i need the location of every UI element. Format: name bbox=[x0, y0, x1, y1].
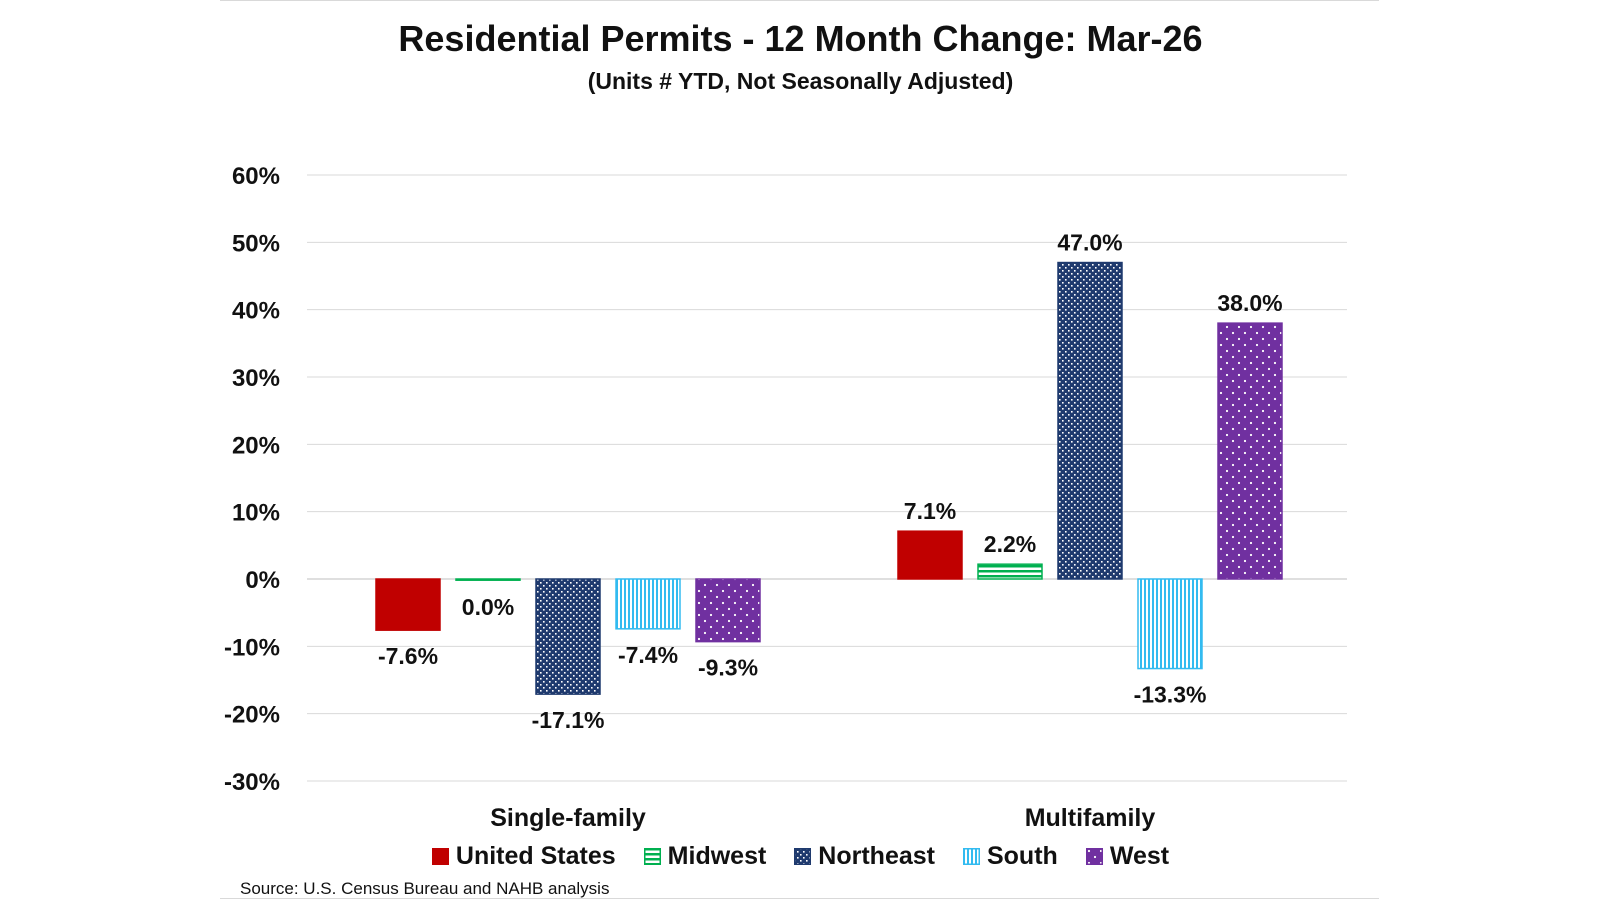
y-tick-label: 50% bbox=[232, 230, 280, 257]
y-tick-label: 10% bbox=[232, 500, 280, 527]
legend: United States Midwest Northeast South West bbox=[0, 842, 1601, 871]
legend-label: West bbox=[1109, 842, 1170, 870]
legend-swatch bbox=[1085, 848, 1103, 865]
source-note: Source: U.S. Census Bureau and NAHB anal… bbox=[240, 879, 610, 898]
data-label: 0.0% bbox=[462, 594, 514, 620]
legend-label: South bbox=[986, 842, 1058, 870]
legend-item: United States bbox=[431, 842, 616, 871]
bar-west bbox=[1217, 322, 1283, 580]
data-label: 47.0% bbox=[1057, 230, 1122, 256]
y-tick-label: -10% bbox=[224, 634, 280, 661]
bar-united-states bbox=[375, 578, 441, 631]
bar-south bbox=[1137, 578, 1203, 670]
y-tick-label: -30% bbox=[224, 769, 280, 796]
legend-item: Midwest bbox=[643, 842, 767, 871]
data-label: -9.3% bbox=[698, 655, 758, 681]
legend-swatch bbox=[643, 848, 661, 865]
y-tick-label: 30% bbox=[232, 365, 280, 392]
legend-swatch bbox=[962, 848, 980, 865]
legend-label: Northeast bbox=[818, 842, 935, 870]
data-label: -7.4% bbox=[618, 642, 678, 668]
chart-title: Residential Permits - 12 Month Change: M… bbox=[398, 18, 1203, 59]
legend-item: South bbox=[962, 842, 1058, 871]
legend-item: Northeast bbox=[794, 842, 935, 871]
y-tick-label: 0% bbox=[245, 567, 280, 594]
data-label: 38.0% bbox=[1217, 290, 1282, 316]
legend-label: Midwest bbox=[667, 842, 767, 870]
bar-south bbox=[615, 578, 681, 630]
data-label: -13.3% bbox=[1134, 682, 1207, 708]
bar-west bbox=[695, 578, 761, 643]
bar-northeast bbox=[535, 578, 601, 695]
data-label: 7.1% bbox=[904, 498, 956, 524]
legend-swatch bbox=[794, 848, 812, 865]
legend-item: West bbox=[1085, 842, 1170, 871]
data-label: -17.1% bbox=[532, 707, 605, 733]
x-category-label: Multifamily bbox=[1025, 804, 1156, 832]
chart-subtitle: (Units # YTD, Not Seasonally Adjusted) bbox=[587, 68, 1014, 94]
x-category-label: Single-family bbox=[490, 804, 646, 832]
y-tick-label: -20% bbox=[224, 702, 280, 729]
bar-midwest bbox=[977, 563, 1043, 580]
y-tick-label: 20% bbox=[232, 432, 280, 459]
legend-swatch bbox=[431, 848, 449, 865]
bar-midwest bbox=[455, 578, 521, 581]
data-label: -7.6% bbox=[378, 643, 438, 669]
legend-label: United States bbox=[455, 842, 616, 870]
bar-northeast bbox=[1057, 261, 1123, 580]
bar-united-states bbox=[897, 530, 963, 580]
data-label: 2.2% bbox=[984, 531, 1036, 557]
y-tick-label: 60% bbox=[232, 163, 280, 190]
y-tick-label: 40% bbox=[232, 298, 280, 325]
chart-frame bbox=[220, 0, 1379, 899]
